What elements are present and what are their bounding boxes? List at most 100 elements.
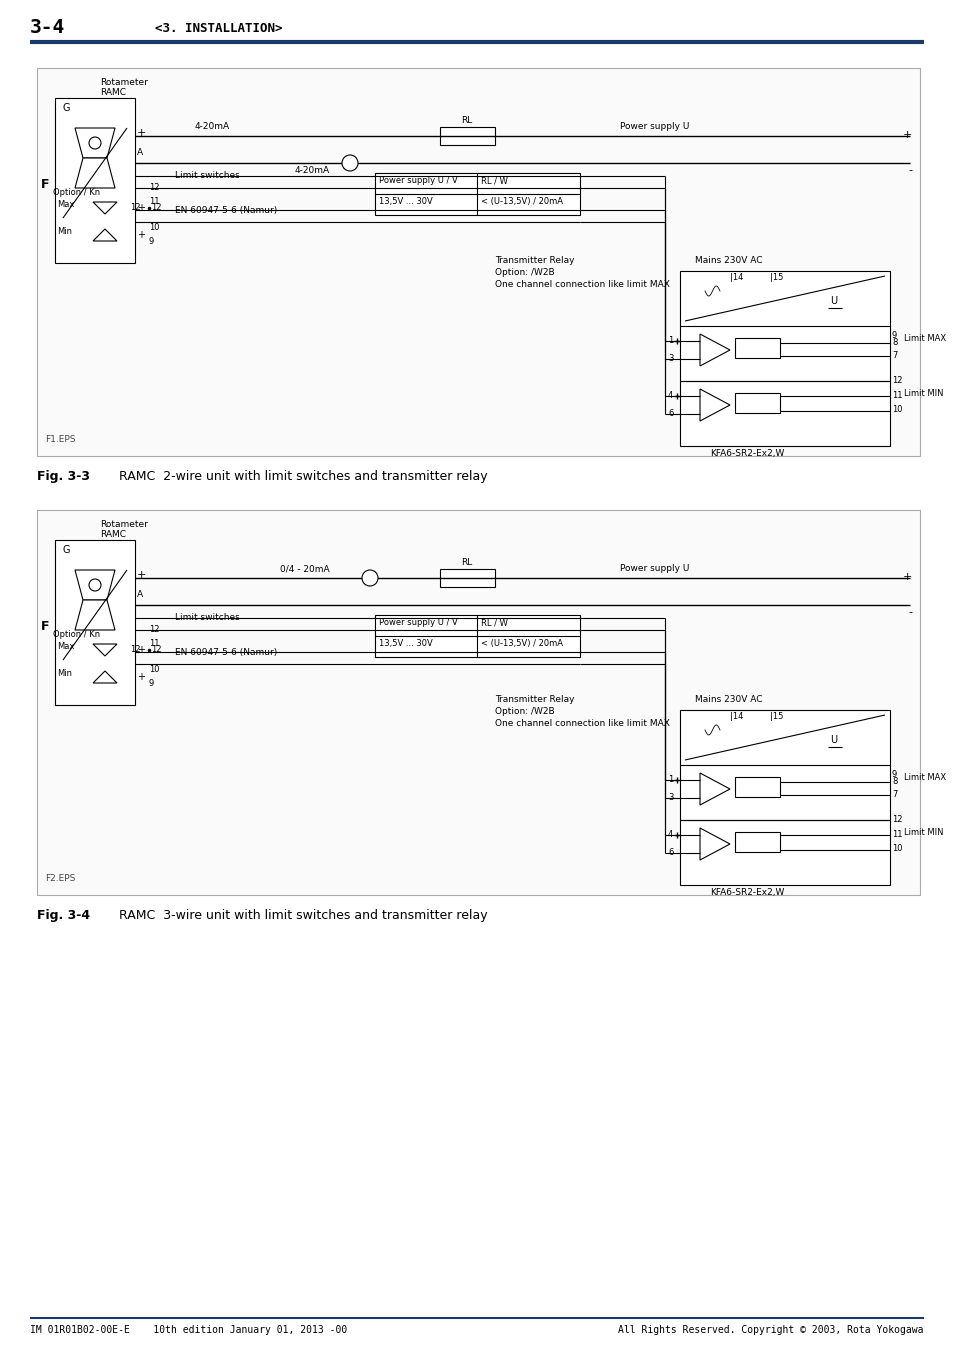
Circle shape (341, 155, 357, 171)
Text: +: + (902, 130, 911, 140)
Bar (734, 338, 780, 358)
Text: 7: 7 (891, 790, 897, 799)
Text: 9: 9 (149, 236, 154, 246)
Polygon shape (700, 389, 729, 421)
Text: Option: /W2B: Option: /W2B (495, 269, 554, 277)
Text: 11: 11 (149, 639, 159, 648)
Text: 12: 12 (891, 377, 902, 385)
Polygon shape (75, 158, 115, 188)
Text: IM 01R01B02-00E-E    10th edition January 01, 2013 -00: IM 01R01B02-00E-E 10th edition January 0… (30, 1324, 347, 1335)
Text: EN 60947-5-6 (Namur): EN 60947-5-6 (Namur) (174, 648, 277, 657)
Text: Max: Max (57, 643, 74, 651)
Polygon shape (700, 333, 729, 366)
Text: Min: Min (57, 670, 71, 678)
Text: Limit MAX: Limit MAX (903, 774, 945, 782)
Text: 12: 12 (130, 645, 140, 653)
Text: 13,5V ... 30V: 13,5V ... 30V (378, 639, 433, 648)
Bar (734, 832, 780, 852)
Text: <3. INSTALLATION>: <3. INSTALLATION> (154, 22, 282, 35)
Text: Fig. 3-4: Fig. 3-4 (37, 909, 90, 922)
Text: Power supply U / V: Power supply U / V (378, 176, 457, 185)
Text: 10: 10 (149, 666, 159, 675)
Text: All Rights Reserved. Copyright © 2003, Rota Yokogawa: All Rights Reserved. Copyright © 2003, R… (618, 1324, 923, 1335)
Text: 8: 8 (891, 338, 897, 347)
Text: 1: 1 (667, 336, 673, 346)
Text: 10: 10 (891, 844, 902, 853)
Polygon shape (92, 230, 117, 242)
Text: +: + (137, 128, 146, 138)
Text: 11: 11 (891, 392, 902, 400)
Text: Limit MIN: Limit MIN (903, 828, 943, 837)
Text: A: A (137, 148, 143, 157)
Text: |15: |15 (769, 273, 782, 282)
Text: Power supply U: Power supply U (619, 122, 689, 131)
Text: Min: Min (57, 227, 71, 236)
Text: Option / Kn: Option / Kn (53, 188, 100, 197)
Text: RAMC: RAMC (100, 531, 126, 539)
Text: G: G (63, 545, 71, 555)
Text: Option / Kn: Option / Kn (53, 630, 100, 639)
Text: EN 60947-5-6 (Namur): EN 60947-5-6 (Namur) (174, 207, 277, 215)
Text: RAMC: RAMC (100, 88, 126, 97)
Text: F1.EPS: F1.EPS (45, 435, 75, 444)
Text: 8: 8 (891, 778, 897, 786)
Text: Max: Max (57, 200, 74, 209)
Text: Power supply U / V: Power supply U / V (378, 618, 457, 626)
Text: 12: 12 (151, 202, 161, 212)
Text: Fig. 3-3: Fig. 3-3 (37, 470, 90, 483)
Bar (375, 173, 579, 215)
Text: 12: 12 (149, 184, 159, 193)
Polygon shape (92, 202, 117, 215)
Text: +: + (137, 672, 145, 682)
Text: < (U-13,5V) / 20mA: < (U-13,5V) / 20mA (480, 639, 562, 648)
Circle shape (361, 570, 377, 586)
Text: +: + (137, 570, 146, 580)
Bar (37, 68, 919, 456)
Text: |15: |15 (769, 711, 782, 721)
Text: 12: 12 (130, 202, 140, 212)
Text: RL / W: RL / W (480, 176, 507, 185)
Text: 9: 9 (891, 769, 897, 779)
Circle shape (89, 136, 101, 148)
Text: Mains 230V AC: Mains 230V AC (695, 256, 761, 265)
Text: 10: 10 (891, 405, 902, 414)
Text: +: + (137, 202, 145, 213)
Text: 6: 6 (667, 409, 673, 418)
Text: RAMC  2-wire unit with limit switches and transmitter relay: RAMC 2-wire unit with limit switches and… (99, 470, 487, 483)
Text: Limit switches: Limit switches (174, 171, 239, 180)
Text: 7: 7 (891, 351, 897, 360)
Text: -: - (907, 165, 911, 176)
Text: < (U-13,5V) / 20mA: < (U-13,5V) / 20mA (480, 197, 562, 207)
Text: 11: 11 (891, 830, 902, 838)
Text: 3-4: 3-4 (30, 18, 65, 36)
Bar (55, 99, 135, 263)
Text: 0/4 - 20mA: 0/4 - 20mA (280, 564, 330, 572)
Text: Power supply U: Power supply U (619, 564, 689, 572)
Text: 4: 4 (667, 392, 673, 400)
Polygon shape (700, 828, 729, 860)
Text: +: + (902, 572, 911, 582)
Text: KFA6-SR2-Ex2,W: KFA6-SR2-Ex2,W (709, 450, 783, 458)
Polygon shape (75, 599, 115, 630)
Text: F: F (41, 621, 50, 633)
Text: 12: 12 (149, 625, 159, 634)
Text: 9: 9 (891, 331, 897, 340)
Text: KFA6-SR2-Ex2,W: KFA6-SR2-Ex2,W (709, 888, 783, 896)
Bar (679, 271, 889, 446)
Text: -: - (137, 599, 141, 610)
Text: 3: 3 (667, 354, 673, 363)
Text: |14: |14 (729, 711, 742, 721)
Text: RL: RL (461, 558, 472, 567)
Text: 1: 1 (667, 775, 673, 784)
Text: F: F (41, 178, 50, 192)
Text: 12: 12 (891, 815, 902, 824)
Polygon shape (75, 128, 115, 158)
Text: One channel connection like limit MAX: One channel connection like limit MAX (495, 279, 669, 289)
Text: Limit MAX: Limit MAX (903, 333, 945, 343)
Text: 3: 3 (667, 792, 673, 802)
Circle shape (89, 579, 101, 591)
Text: Rotameter: Rotameter (100, 520, 148, 529)
Text: +: + (137, 645, 145, 655)
Text: 9: 9 (149, 679, 154, 687)
Text: 4-20mA: 4-20mA (194, 122, 230, 131)
